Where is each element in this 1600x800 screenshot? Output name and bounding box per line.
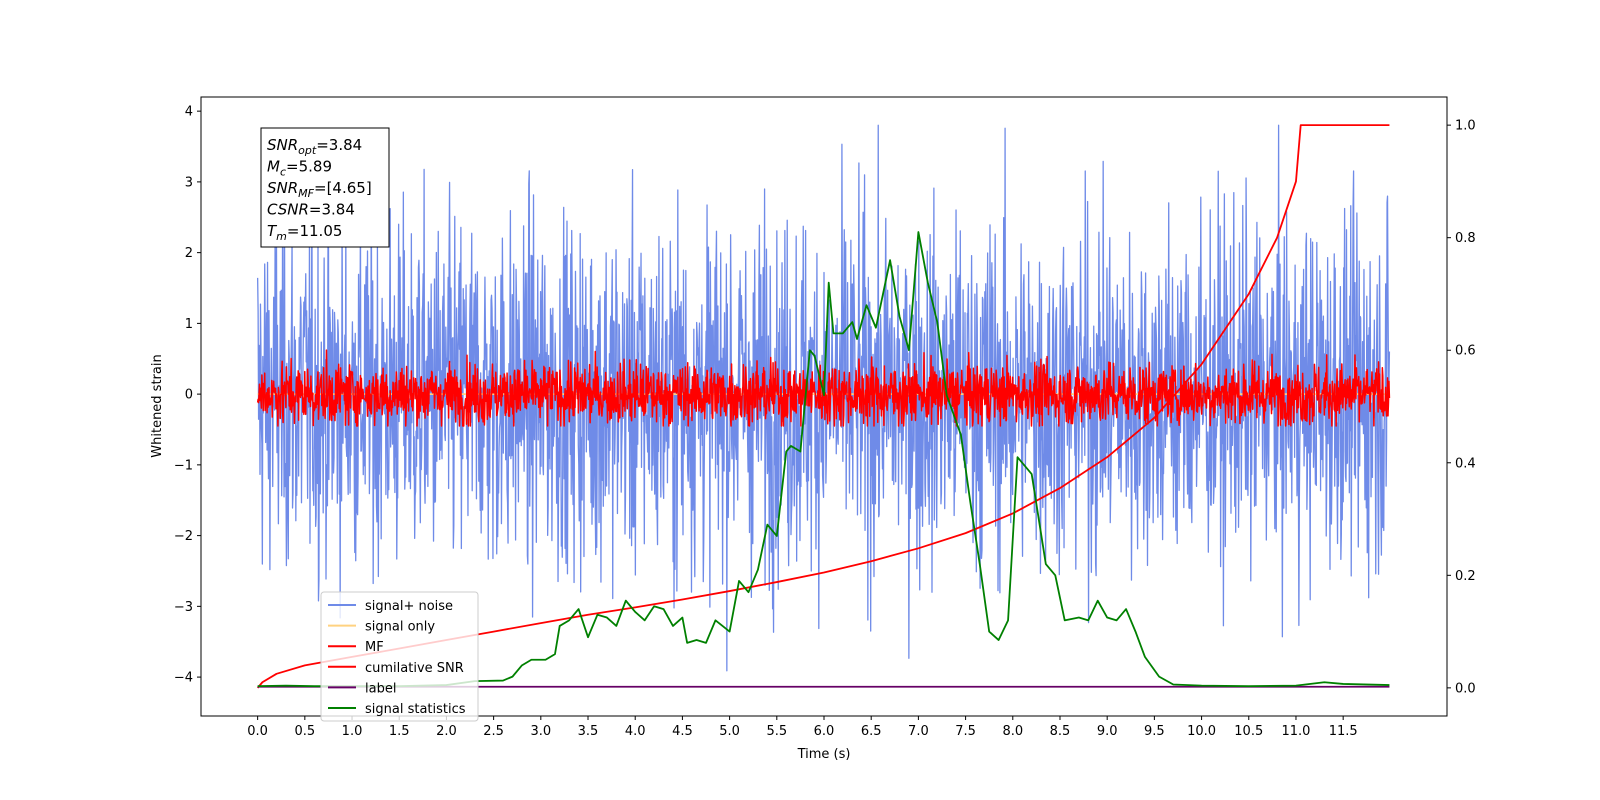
x-tick-label: 11.5 bbox=[1329, 724, 1358, 739]
legend-label: label bbox=[365, 681, 396, 696]
x-tick-label: 4.5 bbox=[672, 724, 693, 739]
x-tick-label: 1.5 bbox=[389, 724, 410, 739]
series-signal-noise-line bbox=[256, 124, 1391, 672]
y-axis-label: Whitened strain bbox=[150, 354, 165, 457]
annotation-line: CSNR=3.84 bbox=[267, 201, 355, 219]
annotation-line: Tm=11.05 bbox=[267, 222, 342, 243]
annotation-line: SNRMF=[4.65] bbox=[267, 179, 372, 200]
x-tick-label: 2.5 bbox=[483, 724, 504, 739]
y-left-tick-label: −4 bbox=[174, 671, 193, 686]
x-tick-label: 10.0 bbox=[1187, 724, 1216, 739]
annotation-line: SNRopt=3.84 bbox=[267, 136, 362, 157]
x-tick-label: 5.0 bbox=[719, 724, 740, 739]
y-left-tick-label: −1 bbox=[174, 458, 193, 473]
legend-label: signal+ noise bbox=[365, 599, 453, 614]
y-left-tick-label: 3 bbox=[185, 175, 193, 190]
x-tick-label: 4.0 bbox=[625, 724, 646, 739]
x-tick-label: 8.5 bbox=[1050, 724, 1071, 739]
y-left-tick-label: −2 bbox=[174, 529, 193, 544]
series-signal-statistics-line bbox=[257, 231, 1390, 688]
x-tick-label: 7.5 bbox=[955, 724, 976, 739]
legend: signal+ noise signal only MF cumilative SNR… bbox=[320, 591, 479, 722]
y-right-tick-label: 0.2 bbox=[1455, 569, 1476, 584]
x-tick-label: 8.0 bbox=[1002, 724, 1023, 739]
y-right-tick-label: 0.6 bbox=[1455, 344, 1476, 359]
y-left-tick-label: 1 bbox=[185, 317, 193, 332]
legend-frame bbox=[320, 591, 479, 722]
y-right-tick-label: 0.0 bbox=[1455, 681, 1476, 696]
x-tick-label: 6.0 bbox=[814, 724, 835, 739]
series-mf-line bbox=[256, 349, 1391, 427]
y-left-tick-label: 4 bbox=[185, 105, 193, 120]
x-tick-label: 3.0 bbox=[530, 724, 551, 739]
y-left-tick-label: 0 bbox=[185, 388, 193, 403]
x-tick-label: 1.0 bbox=[342, 724, 363, 739]
x-tick-label: 11.0 bbox=[1281, 724, 1310, 739]
annotation-line: Mc=5.89 bbox=[267, 158, 332, 179]
annotation-frame bbox=[260, 127, 390, 248]
x-tick-label: 9.5 bbox=[1144, 724, 1165, 739]
x-axis-label: Time (s) bbox=[797, 747, 851, 762]
axes-layer: 0.0 0.5 1.0 1.5 2.0 2.5 3.0 3.5 4.0 4.5 5.0 5.5 6.0 6… bbox=[174, 105, 1476, 739]
y-right-tick-label: 1.0 bbox=[1455, 119, 1476, 134]
x-tick-label: 5.5 bbox=[766, 724, 787, 739]
x-tick-label: 0.0 bbox=[247, 724, 268, 739]
y-left-tick-label: −3 bbox=[174, 600, 193, 615]
x-tick-label: 6.5 bbox=[861, 724, 882, 739]
x-tick-label: 2.0 bbox=[436, 724, 457, 739]
legend-label: cumilative SNR bbox=[365, 661, 464, 676]
x-tick-label: 9.0 bbox=[1097, 724, 1118, 739]
legend-label: signal only bbox=[365, 620, 435, 635]
y-right-tick-label: 0.4 bbox=[1455, 456, 1476, 471]
x-tick-label: 3.5 bbox=[578, 724, 599, 739]
legend-label: signal statistics bbox=[365, 702, 466, 717]
x-tick-label: 0.5 bbox=[294, 724, 315, 739]
x-tick-label: 10.5 bbox=[1234, 724, 1263, 739]
y-right-tick-label: 0.8 bbox=[1455, 231, 1476, 246]
y-left-tick-label: 2 bbox=[185, 246, 193, 261]
x-tick-label: 7.0 bbox=[908, 724, 929, 739]
legend-label: MF bbox=[365, 640, 384, 655]
